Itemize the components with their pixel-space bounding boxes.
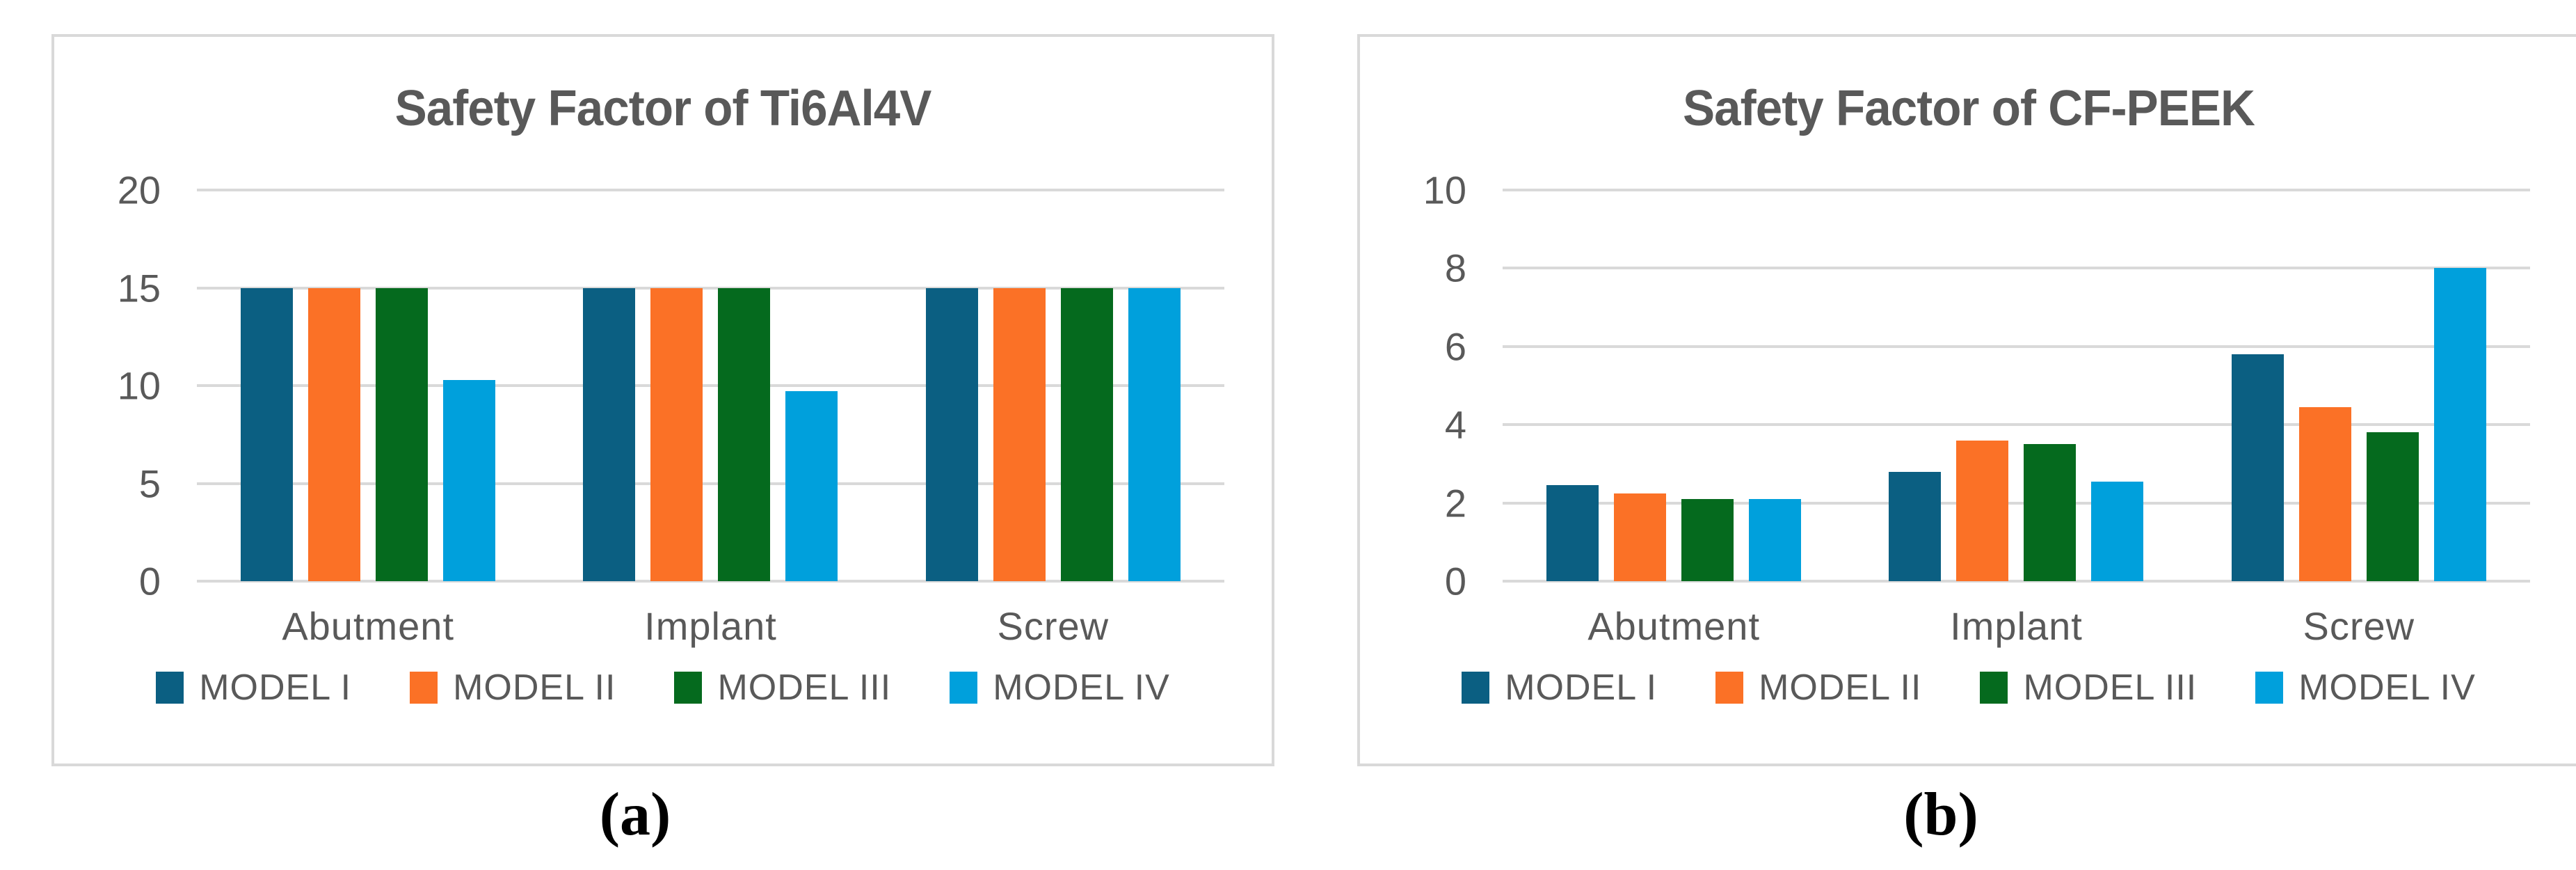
legend-swatch-icon (950, 672, 978, 704)
bar-model-iv-implant (785, 391, 838, 581)
bar-model-ii-abutment (308, 287, 361, 581)
legend-item-model-ii: MODEL II (410, 667, 616, 709)
gridline-y-2 (1503, 501, 2530, 505)
legend-label: MODEL II (453, 667, 616, 708)
y-axis-tick-label: 10 (1423, 168, 1466, 212)
bar-group-abutment: Abutment (1503, 190, 1845, 648)
chart-a-plot-area: 0 5 10 15 20 Abutment Implant Screw (118, 168, 1224, 648)
x-axis-category-label: Implant (1950, 604, 2083, 648)
legend-label: MODEL I (199, 667, 352, 708)
chart-b-title: Safety Factor of CF-PEEK (1683, 81, 2255, 136)
bar-model-iii-screw (1060, 287, 1113, 581)
y-axis-tick-label: 0 (1444, 559, 1466, 603)
gridline-y-20 (197, 189, 1224, 191)
chart-b-plot-area: 0 2 4 6 8 10 Abutment Implant Screw (1423, 168, 2530, 648)
bar-model-ii-implant (1956, 440, 2009, 581)
bar-model-iv-screw (1128, 287, 1181, 581)
bar-model-iii-abutment (376, 287, 429, 581)
bar-model-ii-implant (650, 287, 703, 581)
bar-model-i-screw (2231, 354, 2284, 581)
gridline-y-6 (1503, 345, 2530, 348)
chart-a-legend: MODEL I MODEL II MODEL III MODEL IV (54, 667, 1272, 709)
y-axis-tick-label: 5 (138, 461, 161, 505)
legend-item-model-i: MODEL I (1462, 667, 1657, 709)
x-axis-category-label: Screw (2303, 604, 2415, 648)
bar-model-iii-abutment (1681, 498, 1734, 581)
bar-model-iv-implant (2091, 481, 2144, 581)
bar-model-iv-screw (2433, 268, 2486, 581)
gridline-y-10 (197, 384, 1224, 387)
legend-item-model-iv: MODEL IV (2255, 667, 2476, 709)
bar-model-ii-screw (993, 287, 1046, 581)
gridline-y-10 (1503, 189, 2530, 191)
gridline-y-0 (1503, 580, 2530, 583)
x-axis-category-label: Implant (644, 604, 777, 648)
gridline-y-0 (197, 580, 1224, 583)
bar-groups: Abutment Implant Screw (1503, 190, 2530, 648)
bar-model-i-implant (583, 287, 636, 581)
gridline-y-8 (1503, 267, 2530, 270)
legend-label: MODEL IV (993, 667, 1170, 708)
gridline-y-5 (197, 482, 1224, 485)
y-axis-tick-label: 6 (1444, 324, 1466, 369)
bar-model-iv-abutment (1749, 498, 1802, 581)
bar-model-iv-abutment (443, 379, 496, 581)
gridline-y-4 (1503, 423, 2530, 427)
bar-model-i-abutment (1546, 485, 1599, 581)
x-axis-category-label: Abutment (1587, 604, 1761, 648)
bar-model-i-implant (1889, 471, 1942, 581)
y-axis-tick-label: 4 (1444, 402, 1466, 447)
bar-model-i-screw (925, 287, 978, 581)
legend-item-model-iii: MODEL III (1980, 667, 2197, 709)
bar-model-iii-implant (2024, 444, 2077, 581)
chart-a-title: Safety Factor of Ti6Al4V (394, 81, 932, 136)
y-axis-tick-label: 20 (117, 168, 161, 212)
legend-label: MODEL II (1759, 667, 1922, 708)
legend-swatch-icon (674, 672, 703, 704)
legend-swatch-icon (1462, 672, 1490, 704)
legend-label: MODEL III (717, 667, 892, 708)
panel-a-caption: (a) (599, 781, 671, 848)
bar-model-iii-implant (718, 287, 771, 581)
bar-group-screw: Screw (2188, 190, 2530, 648)
bar-model-ii-abutment (1614, 493, 1667, 581)
y-axis-tick-label: 2 (1444, 481, 1466, 525)
bar-model-i-abutment (241, 287, 294, 581)
x-axis-category-label: Screw (997, 604, 1110, 648)
legend-item-model-i: MODEL I (156, 667, 351, 709)
y-axis-tick-label: 0 (138, 559, 161, 603)
legend-item-model-iv: MODEL IV (950, 667, 1170, 709)
chart-panel-b: Safety Factor of CF-PEEK 0 2 4 6 8 10 Abutment… (1357, 34, 2576, 766)
bar-group-abutment: Abutment (197, 190, 539, 648)
legend-swatch-icon (1715, 672, 1744, 704)
legend-item-model-iii: MODEL III (674, 667, 891, 709)
legend-label: MODEL IV (2298, 667, 2476, 708)
legend-label: MODEL I (1505, 667, 1658, 708)
bar-group-implant: Implant (1845, 190, 2187, 648)
bar-group-implant: Implant (539, 190, 881, 648)
bar-group-screw: Screw (882, 190, 1224, 648)
chart-panel-a: Safety Factor of Ti6Al4V 0 5 10 15 20 Abutmen… (51, 34, 1274, 766)
legend-swatch-icon (410, 672, 438, 704)
legend-swatch-icon (156, 672, 184, 704)
y-axis-tick-label: 8 (1444, 246, 1466, 290)
y-axis-tick-label: 15 (117, 266, 161, 310)
panel-b-caption: (b) (1903, 781, 1978, 848)
legend-swatch-icon (2255, 672, 2284, 704)
bar-model-iii-screw (2366, 432, 2419, 581)
y-axis-tick-label: 10 (117, 363, 161, 408)
x-axis-category-label: Abutment (282, 604, 455, 648)
bar-groups: Abutment Implant Screw (197, 190, 1224, 648)
legend-swatch-icon (1980, 672, 2008, 704)
chart-b-legend: MODEL I MODEL II MODEL III MODEL IV (1360, 667, 2576, 709)
gridline-y-15 (197, 286, 1224, 290)
legend-item-model-ii: MODEL II (1715, 667, 1921, 709)
bar-model-ii-screw (2298, 406, 2351, 581)
legend-label: MODEL III (2023, 667, 2198, 708)
